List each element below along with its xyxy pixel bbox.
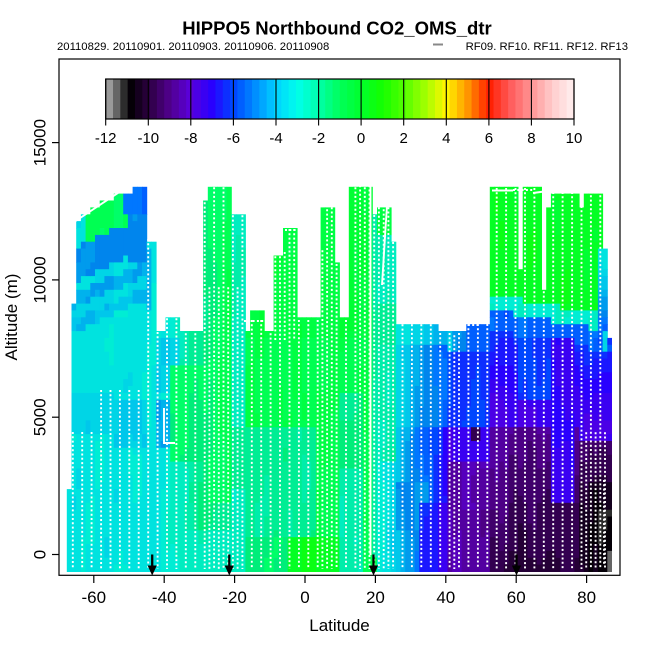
svg-text:8: 8 [527, 130, 535, 147]
svg-text:5000: 5000 [31, 398, 50, 436]
svg-text:15000: 15000 [31, 119, 50, 166]
svg-text:-4: -4 [269, 130, 282, 147]
svg-text:20: 20 [366, 588, 385, 607]
svg-text:Altitude (m): Altitude (m) [2, 274, 21, 361]
svg-text:-2: -2 [312, 130, 325, 147]
svg-text:-12: -12 [95, 130, 117, 147]
svg-text:0: 0 [31, 550, 50, 559]
svg-text:-60: -60 [82, 588, 107, 607]
svg-text:-6: -6 [227, 130, 240, 147]
svg-text:-20: -20 [222, 588, 247, 607]
svg-text:2: 2 [400, 130, 408, 147]
svg-text:0: 0 [300, 588, 309, 607]
svg-text:-40: -40 [152, 588, 177, 607]
svg-text:60: 60 [507, 588, 526, 607]
svg-text:6: 6 [485, 130, 493, 147]
svg-text:10000: 10000 [31, 256, 50, 303]
svg-text:-10: -10 [137, 130, 159, 147]
svg-text:20110829. 20110901. 20110903.: 20110829. 20110901. 20110903. 20110906. … [57, 41, 329, 53]
svg-text:10: 10 [566, 130, 583, 147]
svg-text:-8: -8 [184, 130, 197, 147]
svg-text:4: 4 [442, 130, 450, 147]
svg-text:HIPPO5 Northbound CO2_OMS_dtr: HIPPO5 Northbound CO2_OMS_dtr [182, 18, 491, 39]
svg-text:Latitude: Latitude [309, 616, 370, 635]
svg-text:80: 80 [577, 588, 596, 607]
svg-text:0: 0 [357, 130, 365, 147]
svg-text:RF09. RF10. RF11. RF12. RF13: RF09. RF10. RF11. RF12. RF13 [466, 41, 628, 53]
svg-text:40: 40 [436, 588, 455, 607]
